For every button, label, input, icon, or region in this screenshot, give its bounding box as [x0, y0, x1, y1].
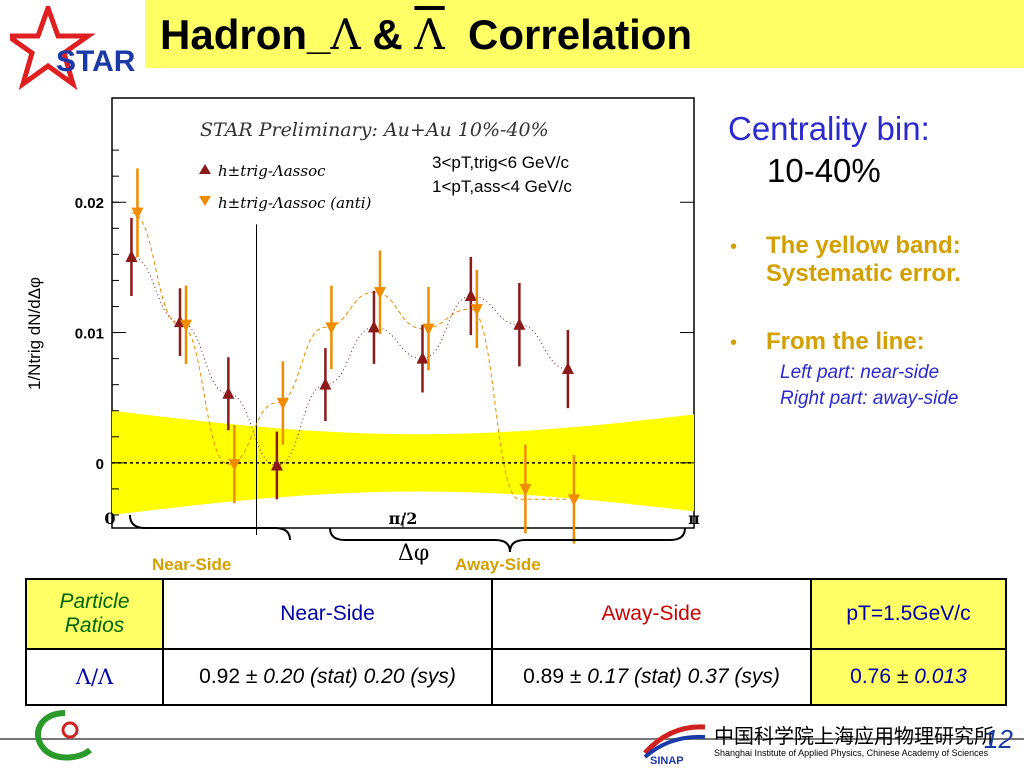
title-amp: &: [360, 11, 415, 58]
title-bar: [145, 0, 1024, 68]
y-axis-label: 1/Ntrig dN/dΔφ: [25, 277, 44, 390]
pt-error: 0.013: [914, 665, 967, 688]
lambda-point-marker: [319, 377, 332, 390]
away-side-brace: [329, 527, 686, 553]
sinap-text: SINAP: [650, 755, 684, 765]
bullet-dot-2: •: [730, 332, 738, 354]
antilambda-point-marker: [325, 322, 338, 335]
lambda-point-marker: [464, 289, 477, 302]
header-away-side: Away-Side: [491, 578, 812, 650]
chart-annotation-2: 1<pT,ass<4 GeV/c: [432, 177, 572, 196]
header-near-side: Near-Side: [162, 578, 493, 650]
x-tick-label: 0: [104, 509, 115, 528]
near-error: 0.20 (stat) 0.20 (sys): [263, 665, 456, 688]
centrality-heading: Centrality bin:: [728, 110, 930, 147]
cas-logo: [34, 710, 93, 761]
bullet-2: From the line:: [766, 328, 925, 355]
antilambda-point-marker: [276, 397, 289, 410]
near-value: 0.92: [199, 665, 241, 688]
antilambda-point-marker: [228, 459, 241, 472]
antilambda-point-marker: [470, 304, 483, 317]
star-logo-text: STAR: [56, 45, 136, 78]
lambda-point-marker: [561, 362, 574, 375]
antilambda-point-marker: [567, 494, 580, 507]
title-text-2: Correlation: [444, 11, 693, 58]
pt-value: 0.76: [850, 665, 892, 688]
antilambda-point-marker: [422, 323, 435, 336]
lambda-point-marker: [270, 458, 283, 471]
slide-title: Hadron_Λ & Λ Correlation: [160, 10, 692, 59]
bullet-1-line-2: Systematic error.: [766, 260, 961, 287]
sinap-logo: SINAP: [643, 724, 706, 765]
antilambda-point-marker: [519, 483, 532, 496]
away-value: 0.89: [523, 665, 565, 688]
star-logo: STAR: [10, 6, 136, 91]
antilambda-point-marker: [131, 207, 144, 220]
sub-bullet-near: Left part: near-side: [780, 362, 940, 383]
bullet-dot-1: •: [730, 236, 738, 258]
away-pm: ±: [569, 665, 582, 688]
away-error: 0.17 (stat) 0.37 (sys): [587, 665, 780, 688]
correlation-plot: 0 0.01 0.02 0 π/2 π STAR Preliminary: Au+Au 1…: [25, 97, 700, 574]
legend-marker-antilambda: [199, 196, 211, 206]
lambda-point-marker: [222, 386, 235, 399]
title-text-1: Hadron_: [160, 11, 331, 58]
institute-chinese-name: 中国科学院上海应用物理研究所: [714, 724, 994, 748]
x-axis-label: Δφ: [398, 541, 429, 566]
footer-line: [0, 738, 1024, 740]
near-pm: ±: [245, 665, 258, 688]
header-pt: pT=1.5GeV/c: [810, 578, 1007, 650]
legend-marker-lambda: [199, 164, 211, 174]
data-points: [125, 168, 580, 544]
pt-ratio: 0.76 ± 0.013: [810, 648, 1007, 706]
fit-curve-lambda: [131, 256, 568, 467]
chart-title: STAR Preliminary: Au+Au 10%-40%: [200, 119, 549, 141]
x-tick-label: π: [688, 509, 700, 528]
particle-ratio-table: Particle Ratios Near-Side Away-Side pT=1…: [25, 578, 1007, 706]
lambda-point-marker: [513, 317, 526, 330]
x-tick-label: π/2: [389, 509, 418, 528]
legend-label-antilambda: h±trig-Λassoc (anti): [218, 194, 372, 212]
lambda-point-marker: [416, 351, 429, 364]
lambda-point-marker: [367, 320, 380, 333]
bullet-1-line-1: The yellow band:: [766, 232, 961, 259]
title-lambda: Λ: [330, 10, 361, 59]
title-antilambda: Λ: [414, 10, 445, 59]
sub-bullet-away: Right part: away-side: [780, 388, 959, 409]
away-side-label: Away-Side: [455, 555, 541, 574]
antilambda-point-marker: [373, 287, 386, 300]
row-label-ratio: Λ/Λ: [25, 648, 164, 706]
y-tick-label: 0: [96, 456, 104, 473]
lambda-point-marker: [125, 249, 138, 262]
legend: h±trig-Λassoc h±trig-Λassoc (anti): [199, 162, 372, 212]
near-side-ratio: 0.92 ± 0.20 (stat) 0.20 (sys): [162, 648, 493, 706]
page-number: 12: [984, 724, 1013, 754]
centrality-value: 10-40%: [767, 152, 881, 189]
legend-label-lambda: h±trig-Λassoc: [218, 162, 326, 180]
fit-curve-antilambda: [131, 212, 568, 500]
y-tick-label: 0.01: [75, 326, 104, 343]
header-particle-ratios: Particle Ratios: [25, 578, 164, 650]
near-side-label: Near-Side: [152, 555, 231, 574]
away-side-ratio: 0.89 ± 0.17 (stat) 0.37 (sys): [491, 648, 812, 706]
antilambda-point-marker: [179, 319, 192, 332]
axis-ticks: 0 0.01 0.02 0 π/2 π: [75, 149, 700, 528]
pt-pm: ±: [896, 665, 909, 688]
near-side-brace: [129, 514, 291, 541]
y-tick-label: 0.02: [75, 195, 104, 212]
institute-english-name: Shanghai Institute of Applied Physics, C…: [714, 748, 989, 758]
chart-annotation-1: 3<pT,trig<6 GeV/c: [432, 153, 570, 172]
